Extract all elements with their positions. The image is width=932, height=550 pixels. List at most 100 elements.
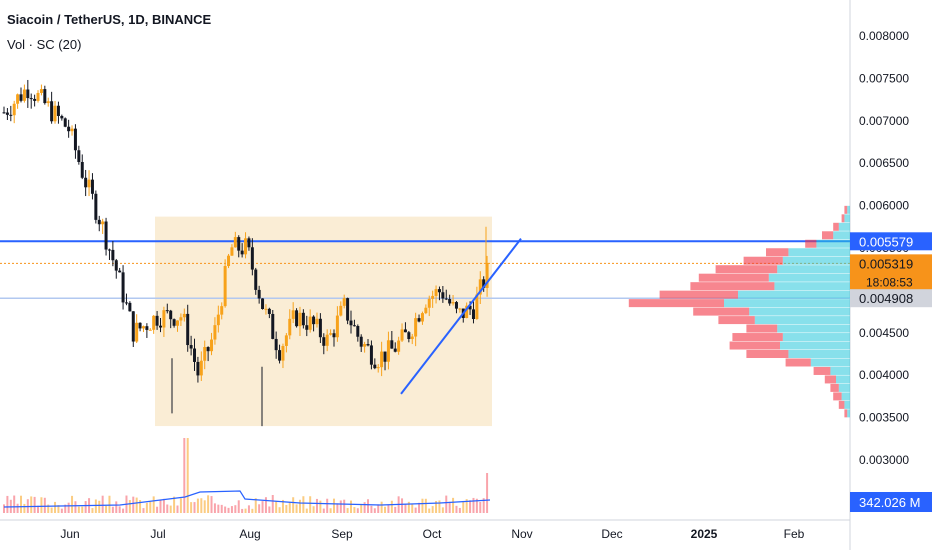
volume-bar [37, 505, 40, 513]
volume-bar [455, 505, 458, 513]
volume-bar [377, 504, 380, 513]
x-tick-label: Sep [331, 527, 353, 541]
candle [312, 316, 316, 325]
candle [301, 312, 305, 326]
range-box [155, 216, 492, 427]
volume-bar [264, 497, 267, 513]
x-tick-label: Nov [511, 527, 532, 541]
candle [247, 238, 251, 248]
vp-buy-bar [788, 350, 850, 358]
volume-bar [162, 498, 165, 513]
volume-bar [356, 508, 359, 513]
volume-bar [411, 503, 414, 513]
volume-bar [350, 500, 353, 513]
volume-bar [247, 505, 250, 513]
candle [80, 161, 84, 178]
volume-bar [363, 502, 366, 513]
candle [53, 105, 57, 122]
volume-value-badge: 342.026 M [859, 495, 920, 510]
candle [349, 320, 353, 326]
candle [165, 310, 169, 312]
volume-bar [441, 507, 444, 513]
candle [373, 364, 377, 369]
volume-bar [445, 495, 448, 513]
volume-bar [122, 508, 125, 513]
volume-ma-line [3, 490, 491, 508]
volume-bar [278, 507, 281, 513]
candle [332, 333, 336, 338]
candle [407, 332, 411, 340]
candle [70, 128, 74, 132]
candle [111, 249, 115, 261]
volume-bar [3, 504, 5, 513]
volume-bar [292, 497, 295, 513]
volume-bar [210, 496, 213, 513]
volume-bar [30, 496, 33, 513]
volume-bar [353, 507, 356, 513]
candle [237, 237, 241, 251]
candle [141, 326, 145, 329]
candle [220, 306, 224, 315]
volume-bar [74, 501, 77, 513]
volume-bar [424, 498, 427, 513]
volume-bar [298, 499, 301, 513]
volume-bar [261, 501, 264, 513]
candle [210, 339, 214, 352]
y-tick-label: 0.006500 [859, 156, 909, 170]
volume-bar [367, 499, 370, 513]
volume-bar [390, 500, 393, 513]
volume-bar [43, 497, 46, 513]
candle [267, 308, 271, 314]
candle [335, 315, 339, 338]
volume-bar [200, 498, 203, 513]
candle [444, 298, 448, 300]
volume-bar [295, 504, 298, 513]
candle [155, 315, 159, 326]
volume-bar [241, 508, 244, 513]
x-tick-label: 2025 [691, 527, 718, 541]
volume-bar [94, 499, 97, 513]
vp-sell-bar [824, 375, 836, 384]
volume-bar [414, 507, 417, 513]
volume-bar [329, 508, 332, 513]
resistance-price-badge: 0.005579 [859, 234, 913, 249]
volume-bar [203, 500, 206, 513]
volume-bar [173, 496, 176, 513]
volume-bar [118, 506, 121, 513]
volume-bar [179, 498, 182, 513]
y-tick-label: 0.006000 [859, 199, 909, 213]
vp-buy-bar [780, 341, 850, 350]
volume-bar [196, 498, 199, 513]
candle [46, 101, 50, 104]
candle [216, 314, 220, 326]
candle [172, 319, 176, 326]
candle [5, 112, 9, 115]
volume-bar [407, 501, 410, 513]
candle [427, 298, 431, 308]
candle [482, 279, 486, 288]
volume-bar [81, 506, 84, 513]
candle [43, 89, 47, 104]
candle [454, 302, 458, 309]
volume-bar [142, 508, 145, 513]
candle [431, 295, 435, 299]
volume-bar [312, 506, 315, 513]
vp-buy-bar [844, 214, 850, 223]
vp-buy-bar [816, 239, 850, 248]
volume-bar [234, 505, 237, 513]
volume-bar [373, 508, 376, 513]
candle [179, 317, 183, 321]
candle [400, 329, 404, 341]
candle [101, 221, 105, 225]
candles-group [2, 79, 489, 383]
candle [97, 219, 101, 225]
volume-bar [302, 496, 305, 513]
candle [67, 126, 71, 132]
candle [393, 348, 397, 352]
vp-buy-bar [838, 383, 850, 392]
candle [203, 347, 207, 361]
vp-buy-bar [777, 324, 850, 333]
volume-bar [224, 506, 227, 513]
candle [329, 333, 333, 335]
